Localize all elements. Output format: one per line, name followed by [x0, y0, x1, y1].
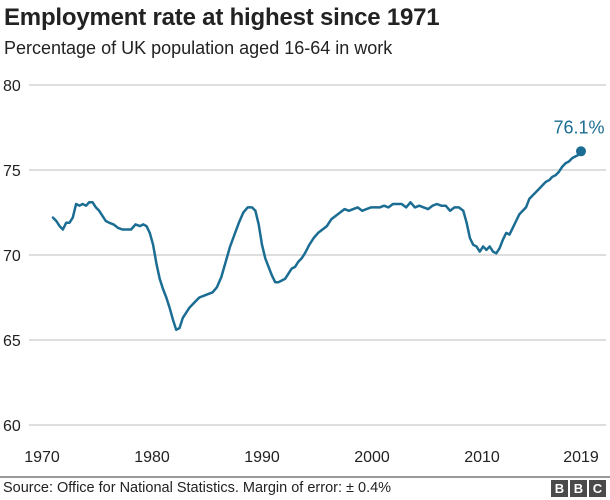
x-tick-label: 2010: [464, 449, 500, 466]
y-tick-label: 80: [3, 78, 21, 95]
footer-divider: [0, 476, 610, 478]
source-note: Source: Office for National Statistics. …: [3, 480, 392, 496]
y-axis-labels: 60 65 70 75 80: [3, 78, 21, 435]
y-tick-label: 70: [3, 248, 21, 265]
x-tick-label: 1970: [24, 449, 60, 466]
bbc-logo-letter: C: [589, 480, 606, 497]
line-chart: 60 65 70 75 80 1970 1980 1990 2000 2010 2019 76.1…: [3, 78, 606, 466]
chart-title: Employment rate at highest since 1971: [4, 4, 440, 31]
x-axis-labels: 1970 1980 1990 2000 2010 2019: [24, 449, 599, 466]
employment-rate-line: [51, 150, 583, 332]
x-tick-label: 2000: [354, 449, 390, 466]
x-tick-label: 1980: [134, 449, 170, 466]
chart-subtitle: Percentage of UK population aged 16-64 i…: [4, 38, 393, 58]
y-tick-label: 75: [3, 163, 21, 180]
x-tick-label: 1990: [244, 449, 280, 466]
y-gridlines: [29, 84, 606, 426]
bbc-logo-letter: B: [570, 480, 587, 497]
latest-value-marker: [576, 146, 586, 157]
latest-value-label: 76.1%: [553, 117, 604, 137]
bbc-logo-letter: B: [551, 480, 568, 497]
x-tick-label: 2019: [563, 449, 599, 466]
y-tick-label: 60: [3, 418, 21, 435]
bbc-logo: B B C: [551, 480, 606, 497]
y-tick-label: 65: [3, 333, 21, 350]
